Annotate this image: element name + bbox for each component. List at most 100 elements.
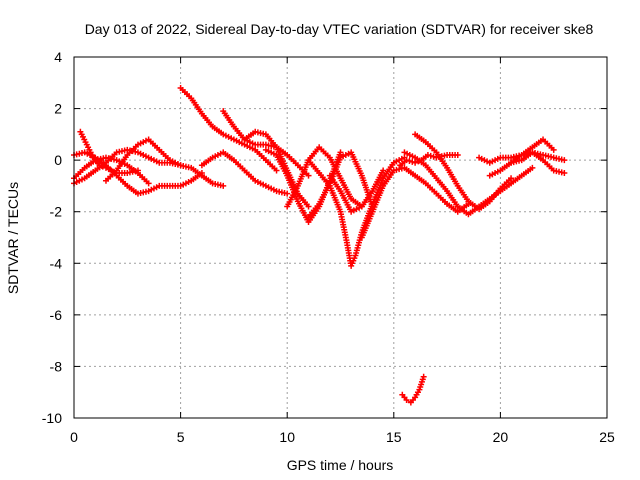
series-marker: [409, 171, 416, 178]
series-marker: [420, 137, 427, 144]
series-marker: [249, 145, 256, 152]
x-axis-label: GPS time / hours: [287, 457, 394, 473]
series-marker: [548, 153, 555, 160]
series-marker: [346, 206, 353, 213]
series-track-8: [220, 108, 312, 179]
series-marker: [293, 196, 300, 203]
series-marker: [389, 161, 396, 168]
x-tick-label: 15: [386, 429, 402, 445]
series-track-7: [198, 149, 291, 197]
series-track-11: [284, 144, 365, 210]
series-marker: [121, 147, 128, 154]
series-marker: [494, 155, 501, 162]
series-marker: [250, 130, 257, 137]
series-marker: [260, 181, 267, 188]
series-marker: [174, 182, 181, 189]
series-marker: [351, 255, 358, 262]
x-tick-label: 25: [599, 429, 615, 445]
series-marker: [218, 129, 225, 136]
series-marker: [260, 155, 267, 162]
series-marker: [343, 237, 350, 244]
series-marker: [505, 177, 512, 184]
series-marker: [336, 156, 343, 163]
series-marker: [239, 165, 246, 172]
series-marker: [420, 160, 427, 167]
series-marker: [270, 186, 277, 193]
series-marker: [442, 162, 449, 169]
series-marker: [186, 93, 193, 100]
series-marker: [217, 182, 224, 189]
series-marker: [401, 394, 408, 401]
series-marker: [99, 163, 106, 170]
series-marker: [484, 158, 491, 165]
series-marker: [495, 187, 502, 194]
series-marker: [94, 160, 101, 167]
series-marker: [409, 158, 416, 165]
series-marker: [270, 150, 277, 157]
series-marker: [527, 145, 534, 152]
series-marker: [228, 155, 235, 162]
series-marker: [548, 165, 555, 172]
series-marker: [250, 175, 257, 182]
series-marker: [422, 153, 429, 160]
series-marker: [441, 152, 448, 159]
series-marker: [314, 167, 321, 174]
series-marker: [142, 137, 149, 144]
series-marker: [516, 157, 523, 164]
series-marker: [303, 201, 310, 208]
series-marker: [238, 140, 245, 147]
series-marker: [154, 144, 161, 151]
series-marker: [207, 121, 214, 128]
series-marker: [164, 182, 171, 189]
series-marker: [249, 140, 256, 147]
y-tick-label: -2: [50, 204, 63, 220]
series-marker: [185, 179, 192, 186]
series-marker: [537, 155, 544, 162]
series-marker: [379, 185, 386, 192]
series-marker: [336, 206, 343, 213]
series-track-13: [326, 167, 387, 215]
series-marker: [281, 190, 288, 197]
series-marker: [207, 178, 214, 185]
series-marker: [409, 153, 416, 160]
series-marker: [453, 180, 460, 187]
series-marker: [283, 170, 290, 177]
series-marker: [185, 164, 192, 171]
series-marker: [100, 155, 107, 162]
plot-frame: [73, 56, 608, 419]
series-track-9: [241, 128, 312, 210]
x-tick-label: 5: [177, 429, 185, 445]
series-track-5: [102, 136, 184, 184]
series-marker: [153, 158, 160, 165]
series-marker: [90, 169, 97, 176]
series-marker: [427, 152, 434, 159]
series-marker: [88, 151, 95, 158]
series-marker: [389, 169, 396, 176]
series-marker: [293, 185, 300, 192]
series-marker: [367, 190, 374, 197]
series-track-19: [476, 149, 568, 166]
series-marker: [494, 168, 501, 175]
series-track-22: [399, 373, 427, 406]
series-marker: [346, 193, 353, 200]
series-marker: [197, 108, 204, 115]
series-marker: [516, 174, 523, 181]
series-marker: [406, 158, 413, 165]
series-marker: [314, 203, 321, 210]
data-point: [412, 159, 419, 166]
series-marker: [132, 189, 139, 196]
series-marker: [260, 141, 267, 148]
series-marker: [356, 204, 363, 211]
series-track-15: [358, 164, 472, 241]
series-marker: [122, 154, 129, 161]
series-marker: [324, 152, 331, 159]
y-tick-label: 2: [54, 101, 62, 117]
series-marker: [111, 169, 118, 176]
chart-title: Day 013 of 2022, Sidereal Day-to-day VTE…: [85, 21, 594, 37]
y-tick-label: -8: [50, 358, 63, 374]
series-marker: [207, 156, 214, 163]
series-marker: [78, 150, 85, 157]
